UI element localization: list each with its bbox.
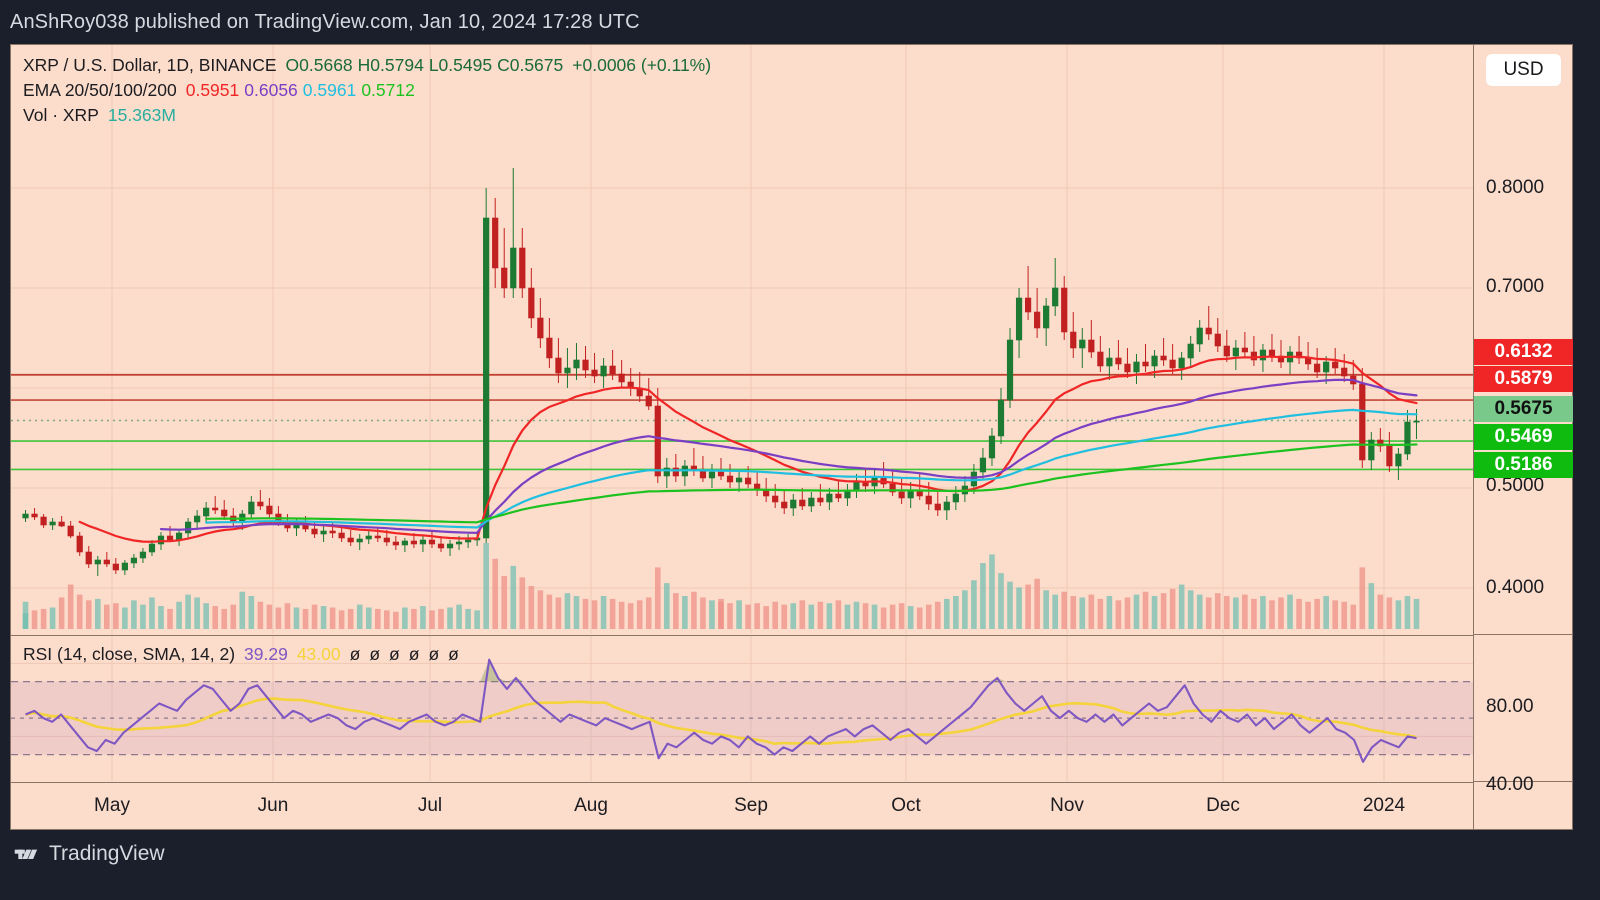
scale-divider-rsi bbox=[1474, 634, 1573, 635]
rsi-legend-sma-value: 43.00 bbox=[296, 644, 341, 664]
price-level-badge[interactable]: 0.6132 bbox=[1474, 339, 1573, 365]
time-axis-label: Oct bbox=[891, 795, 921, 816]
rsi-legend-title: RSI (14, close, SMA, 14, 2) bbox=[23, 644, 236, 664]
price-level-badge[interactable]: 0.5469 bbox=[1474, 424, 1573, 450]
time-axis-label: Aug bbox=[574, 795, 608, 816]
legend-high: H0.5794 bbox=[357, 55, 424, 75]
rsi-tick-label: 80.00 bbox=[1486, 696, 1534, 717]
legend-ema-row[interactable]: EMA 20/50/100/200 0.5951 0.6056 0.5961 0.571… bbox=[23, 78, 711, 103]
tradingview-footer[interactable]: TradingView bbox=[14, 841, 165, 867]
time-axis[interactable]: May Jun Jul Aug Sep Oct Nov Dec 2024 bbox=[11, 782, 1473, 829]
legend-low: L0.5495 bbox=[428, 55, 493, 75]
legend-ema200-value: 0.5712 bbox=[361, 80, 415, 100]
price-level-badge[interactable]: 0.5186 bbox=[1474, 452, 1573, 478]
price-level-badge[interactable]: 0.5675 bbox=[1474, 396, 1573, 422]
price-tick-label: 0.7000 bbox=[1486, 276, 1545, 297]
legend-symbol-row[interactable]: XRP / U.S. Dollar, 1D, BINANCE O0.5668 H0.… bbox=[23, 53, 711, 78]
scale-divider-time bbox=[1474, 781, 1573, 782]
rsi-legend-na-4: ø bbox=[408, 644, 420, 664]
time-axis-label: Jun bbox=[257, 795, 289, 816]
legend-close: C0.5675 bbox=[497, 55, 564, 75]
legend-ema20-value: 0.5951 bbox=[185, 80, 240, 100]
price-pane[interactable] bbox=[11, 45, 1473, 634]
rsi-tick-label: 40.00 bbox=[1486, 774, 1534, 795]
rsi-legend-na-1: ø bbox=[349, 644, 361, 664]
publish-header: AnShRoy038 published on TradingView.com,… bbox=[0, 0, 1600, 44]
candlestick-chart bbox=[11, 45, 1473, 634]
price-tick-label: 0.5000 bbox=[1486, 475, 1545, 496]
time-axis-label: Jul bbox=[417, 795, 443, 816]
rsi-legend-na-6: ø bbox=[448, 644, 459, 664]
rsi-legend-na-2: ø bbox=[369, 644, 381, 664]
time-axis-label: Nov bbox=[1050, 795, 1084, 816]
legend-volume-title: Vol · XRP bbox=[23, 105, 99, 125]
rsi-legend: RSI (14, close, SMA, 14, 2) 39.29 43.00 ø ø ø… bbox=[23, 642, 459, 667]
currency-badge[interactable]: USD bbox=[1486, 54, 1561, 86]
price-scale[interactable]: USD 0.8000 0.7000 0.5000 0.4000 80.00 40.00 0.… bbox=[1473, 45, 1573, 829]
time-axis-label: May bbox=[94, 795, 130, 816]
chart-frame: XRP / U.S. Dollar, 1D, BINANCE O0.5668 H0.… bbox=[10, 44, 1573, 830]
time-axis-label: 2024 bbox=[1362, 795, 1406, 816]
legend-ema100-value: 0.5961 bbox=[302, 80, 357, 100]
rsi-legend-value: 39.29 bbox=[244, 644, 288, 664]
rsi-pane[interactable] bbox=[11, 635, 1473, 781]
time-axis-label: Dec bbox=[1206, 795, 1240, 816]
legend-volume-value: 15.363M bbox=[107, 105, 176, 125]
chart-legend: XRP / U.S. Dollar, 1D, BINANCE O0.5668 H0.… bbox=[23, 53, 711, 128]
time-axis-label: Sep bbox=[734, 795, 768, 816]
tradingview-brand-label: TradingView bbox=[49, 842, 165, 865]
price-tick-label: 0.4000 bbox=[1486, 577, 1545, 598]
publish-credit-text: AnShRoy038 published on TradingView.com,… bbox=[10, 10, 640, 33]
legend-change: +0.0006 (+0.11%) bbox=[572, 55, 712, 75]
rsi-chart bbox=[11, 636, 1473, 781]
tradingview-logo-icon bbox=[14, 849, 38, 860]
price-level-badge[interactable]: 0.5879 bbox=[1474, 366, 1573, 392]
rsi-legend-na-5: ø bbox=[428, 644, 440, 664]
legend-ema50-value: 0.6056 bbox=[244, 80, 298, 100]
legend-symbol: XRP / U.S. Dollar, 1D, BINANCE bbox=[23, 55, 277, 75]
legend-ema-title: EMA 20/50/100/200 bbox=[23, 80, 177, 100]
rsi-legend-row[interactable]: RSI (14, close, SMA, 14, 2) 39.29 43.00 ø ø ø… bbox=[23, 642, 459, 667]
price-tick-label: 0.8000 bbox=[1486, 177, 1545, 198]
legend-open: O0.5668 bbox=[285, 55, 353, 75]
rsi-legend-na-3: ø bbox=[389, 644, 400, 664]
legend-volume-row[interactable]: Vol · XRP 15.363M bbox=[23, 103, 711, 128]
